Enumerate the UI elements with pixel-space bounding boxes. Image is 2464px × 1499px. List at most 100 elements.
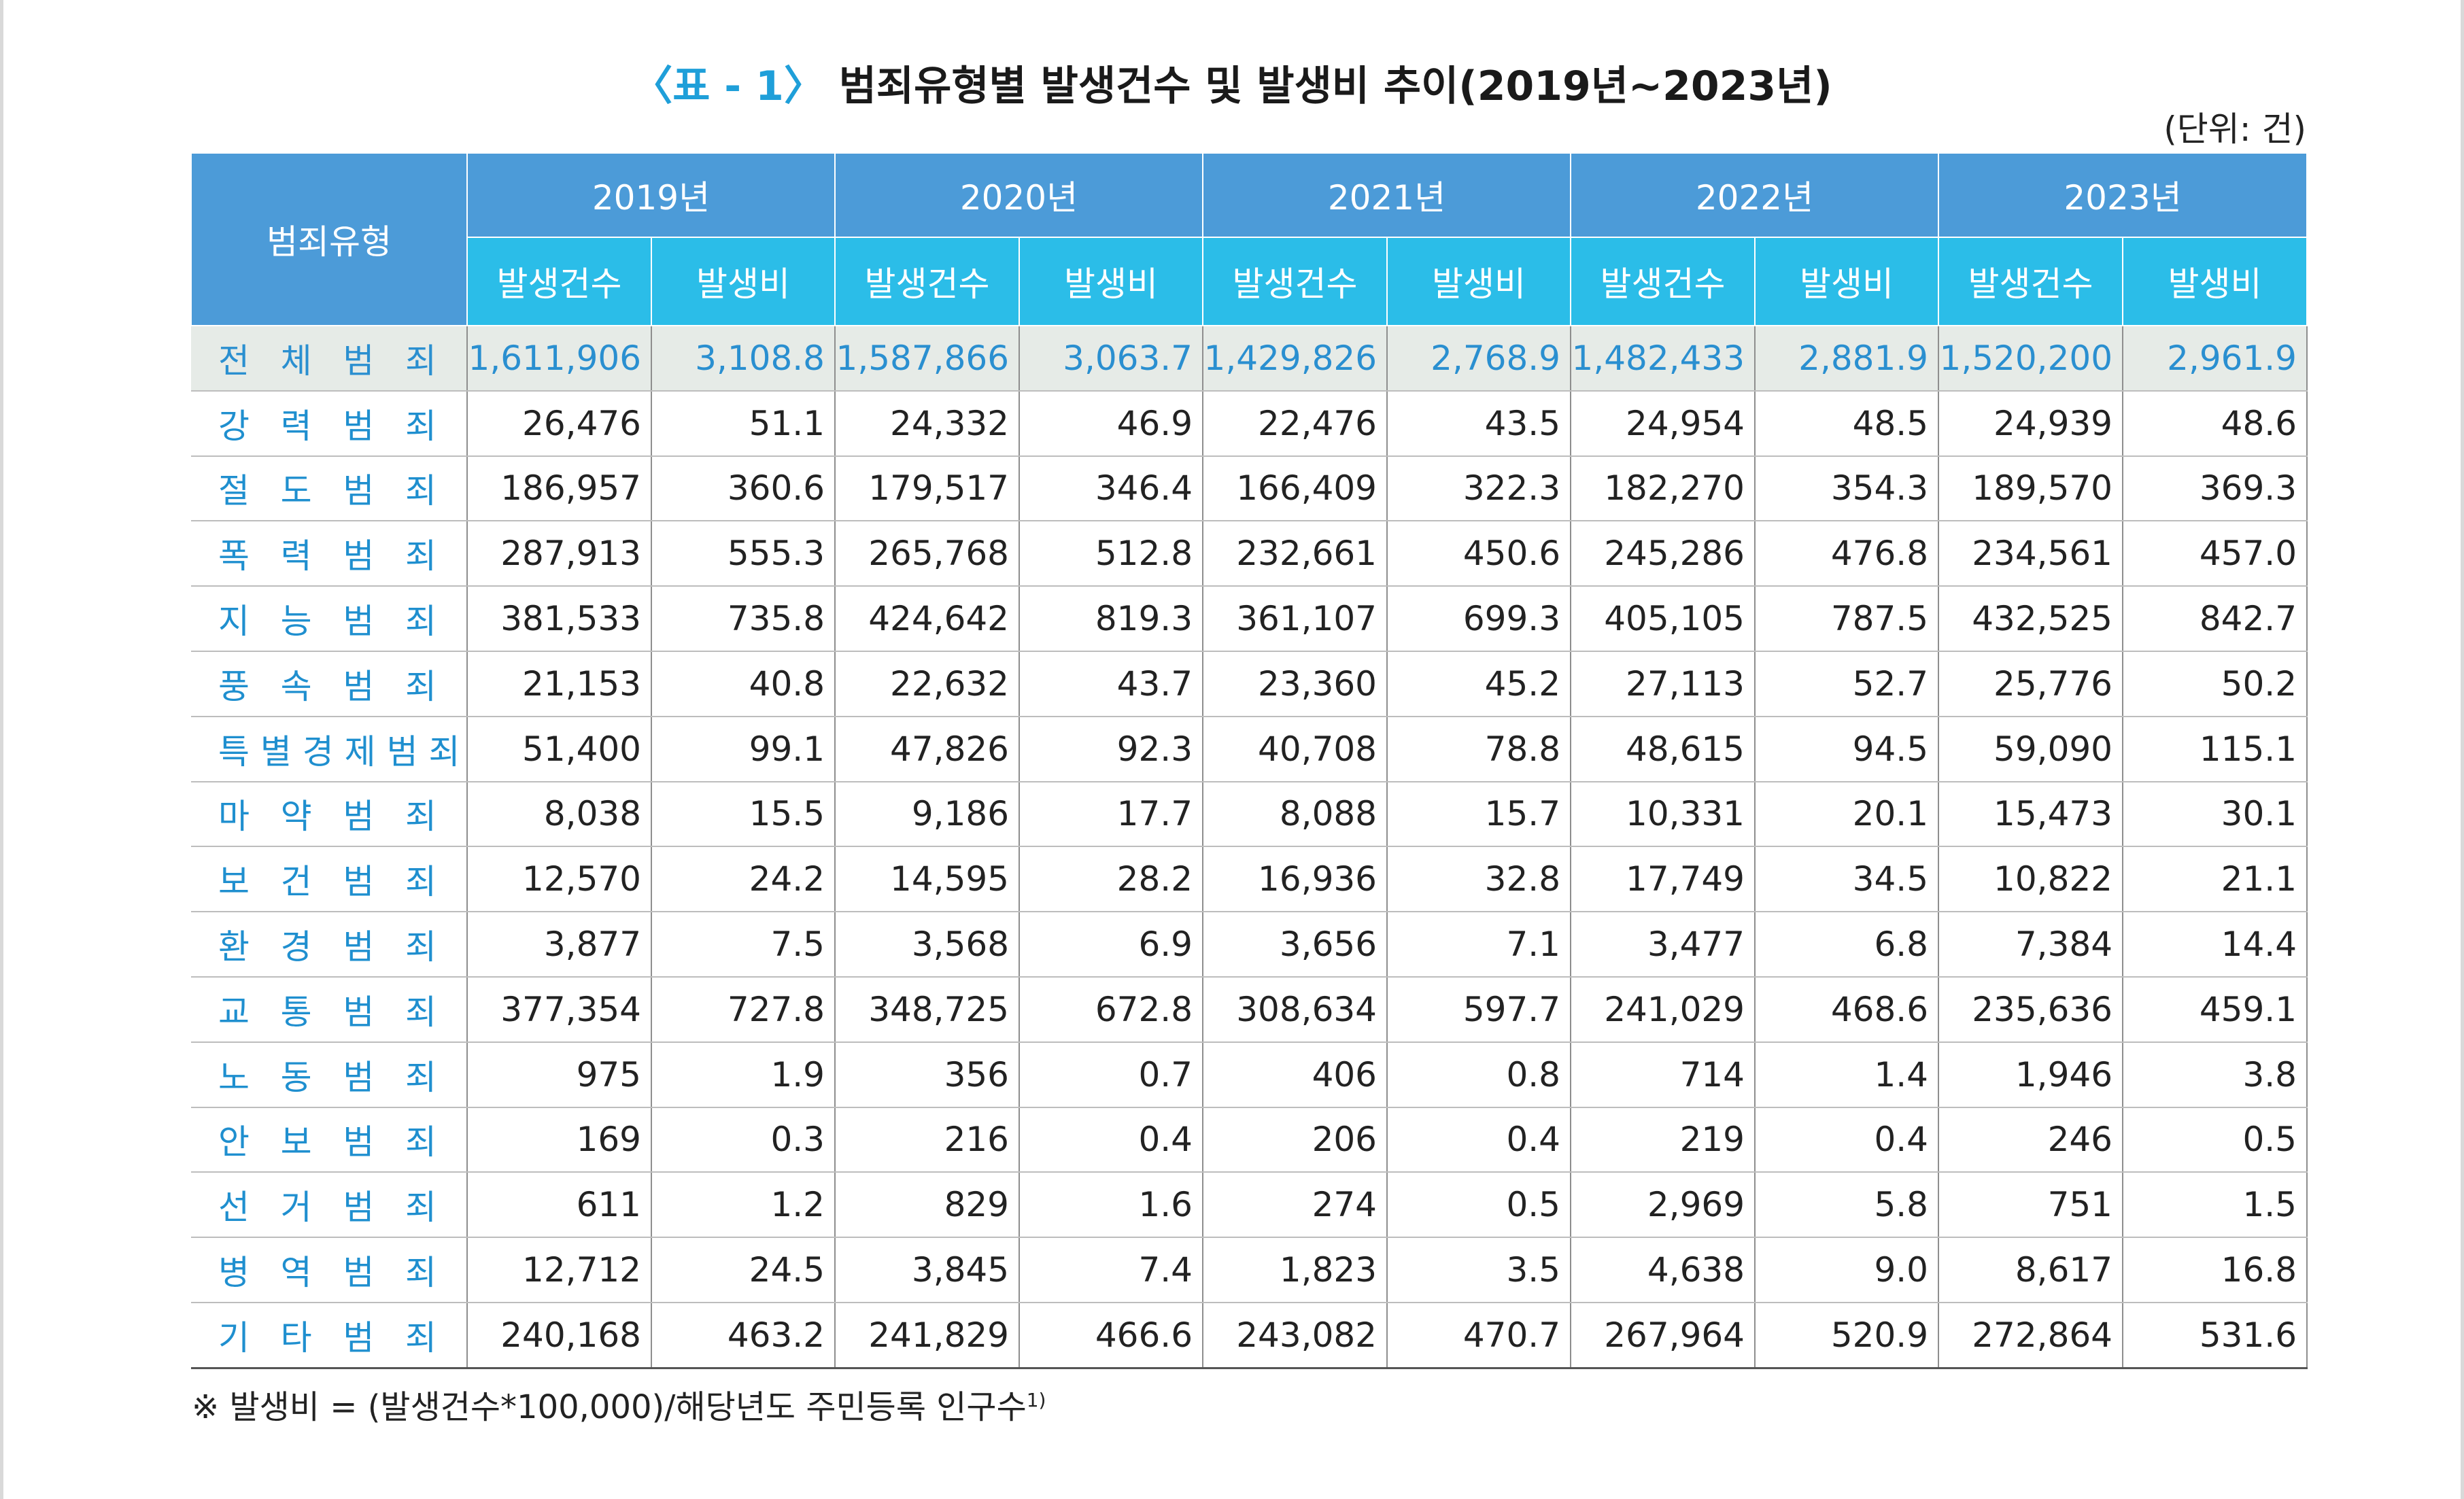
rate-cell: 727.8: [651, 976, 836, 1043]
count-cell: 265,768: [834, 520, 1020, 587]
count-cell: 424,642: [834, 585, 1020, 652]
rate-cell: 78.8: [1386, 715, 1571, 782]
count-cell: 24,332: [834, 390, 1020, 457]
count-cell: 232,661: [1202, 520, 1388, 587]
count-cell: 267,964: [1570, 1301, 1756, 1369]
count-cell: 243,082: [1202, 1301, 1388, 1369]
table-row: 보 건 범 죄 12,570 24.2 14,595 28.2 16,936 32.8 17,…: [191, 846, 2308, 913]
rate-cell: 48.6: [2122, 390, 2308, 457]
rate-cell: 20.1: [1754, 780, 1939, 848]
rate-cell: 32.8: [1386, 846, 1571, 913]
rate-cell: 672.8: [1019, 976, 1203, 1043]
rate-cell: 0.4: [1019, 1106, 1203, 1173]
unit-label: (단위: 건): [2163, 109, 2306, 149]
crime-type-cell: 안 보 범 죄: [191, 1106, 468, 1173]
crime-type-cell: 교 통 범 죄: [191, 976, 468, 1043]
rate-cell: 354.3: [1754, 455, 1939, 522]
crime-type-cell: 폭 력 범 죄: [191, 520, 468, 587]
count-cell: 22,632: [834, 650, 1020, 717]
table-row: 지 능 범 죄 381,533 735.8 424,642 819.3 361,107 69…: [191, 585, 2308, 652]
rate-cell: 50.2: [2122, 650, 2308, 717]
rate-cell: 787.5: [1754, 585, 1939, 652]
crime-type-cell: 지 능 범 죄: [191, 585, 468, 652]
table-row: 교 통 범 죄 377,354 727.8 348,725 672.8 308,634 59…: [191, 976, 2308, 1043]
rate-cell: 51.1: [651, 390, 836, 457]
rate-cell: 842.7: [2122, 585, 2308, 652]
table-row: 안 보 범 죄 169 0.3 216 0.4 206 0.4 219 0.4 246 0.5: [191, 1106, 2308, 1173]
count-cell: 8,617: [1938, 1237, 2123, 1303]
rate-cell: 457.0: [2122, 520, 2308, 587]
table-title-text: 범죄유형별 발생건수 및 발생비 추이(2019년~2023년): [838, 63, 1832, 110]
rate-cell: 2,961.9: [2122, 325, 2308, 392]
table-row: 절 도 범 죄 186,957 360.6 179,517 346.4 166,409 32…: [191, 455, 2308, 522]
count-cell: 206: [1202, 1106, 1388, 1173]
header-rate: 발생비: [1386, 237, 1571, 326]
rate-cell: 28.2: [1019, 846, 1203, 913]
header-year-2019: 2019년: [466, 152, 836, 238]
rate-cell: 819.3: [1019, 585, 1203, 652]
count-cell: 8,088: [1202, 780, 1388, 848]
count-cell: 3,656: [1202, 911, 1388, 978]
count-cell: 3,568: [834, 911, 1020, 978]
count-cell: 59,090: [1938, 715, 2123, 782]
rate-cell: 0.8: [1386, 1041, 1571, 1108]
count-cell: 235,636: [1938, 976, 2123, 1043]
table-row: 노 동 범 죄 975 1.9 356 0.7 406 0.8 714 1.4 1,946 3.8: [191, 1041, 2308, 1108]
rate-cell: 512.8: [1019, 520, 1203, 587]
count-cell: 216: [834, 1106, 1020, 1173]
count-cell: 51,400: [466, 715, 652, 782]
count-cell: 189,570: [1938, 455, 2123, 522]
footnote-text: ※ 발생비 = (발생건수*100,000)/해당년도 주민등록 인구수: [192, 1388, 1027, 1426]
count-cell: 381,533: [466, 585, 652, 652]
rate-cell: 43.5: [1386, 390, 1571, 457]
count-cell: 308,634: [1202, 976, 1388, 1043]
count-cell: 25,776: [1938, 650, 2123, 717]
rate-cell: 597.7: [1386, 976, 1571, 1043]
count-cell: 27,113: [1570, 650, 1756, 717]
footnote-superscript: 1): [1026, 1389, 1046, 1411]
rate-cell: 2,768.9: [1386, 325, 1571, 392]
count-cell: 241,029: [1570, 976, 1756, 1043]
header-rate: 발생비: [1019, 237, 1203, 326]
table-row: 선 거 범 죄 611 1.2 829 1.6 274 0.5 2,969 5.8 751 1.5: [191, 1171, 2308, 1239]
count-cell: 245,286: [1570, 520, 1756, 587]
count-cell: 1,587,866: [834, 325, 1020, 392]
rate-cell: 0.4: [1754, 1106, 1939, 1173]
count-cell: 24,939: [1938, 390, 2123, 457]
count-cell: 17,749: [1570, 846, 1756, 913]
count-cell: 3,877: [466, 911, 652, 978]
rate-cell: 369.3: [2122, 455, 2308, 522]
count-cell: 16,936: [1202, 846, 1388, 913]
rate-cell: 3.5: [1386, 1237, 1571, 1303]
count-cell: 48,615: [1570, 715, 1756, 782]
count-cell: 10,822: [1938, 846, 2123, 913]
rate-cell: 360.6: [651, 455, 836, 522]
count-cell: 1,823: [1202, 1237, 1388, 1303]
count-cell: 15,473: [1938, 780, 2123, 848]
rate-cell: 17.7: [1019, 780, 1203, 848]
count-cell: 356: [834, 1041, 1020, 1108]
count-cell: 611: [466, 1171, 652, 1239]
rate-cell: 463.2: [651, 1301, 836, 1369]
count-cell: 1,946: [1938, 1041, 2123, 1108]
rate-cell: 92.3: [1019, 715, 1203, 782]
crime-type-cell: 풍 속 범 죄: [191, 650, 468, 717]
count-cell: 169: [466, 1106, 652, 1173]
rate-cell: 466.6: [1019, 1301, 1203, 1369]
rate-cell: 450.6: [1386, 520, 1571, 587]
crime-statistics-table: 범죄유형 2019년 2020년 2021년 2022년 2023년 발생건수 …: [190, 152, 2308, 1369]
rate-cell: 0.5: [2122, 1106, 2308, 1173]
count-cell: 1,520,200: [1938, 325, 2123, 392]
table-number-tag: 〈표 - 1〉: [632, 63, 825, 110]
rate-cell: 15.5: [651, 780, 836, 848]
count-cell: 24,954: [1570, 390, 1756, 457]
header-year-2022: 2022년: [1570, 152, 1939, 238]
crime-type-cell: 병 역 범 죄: [191, 1237, 468, 1303]
count-cell: 975: [466, 1041, 652, 1108]
rate-cell: 7.5: [651, 911, 836, 978]
count-cell: 432,525: [1938, 585, 2123, 652]
count-cell: 14,595: [834, 846, 1020, 913]
header-count: 발생건수: [1202, 237, 1388, 326]
count-cell: 1,429,826: [1202, 325, 1388, 392]
rate-cell: 322.3: [1386, 455, 1571, 522]
